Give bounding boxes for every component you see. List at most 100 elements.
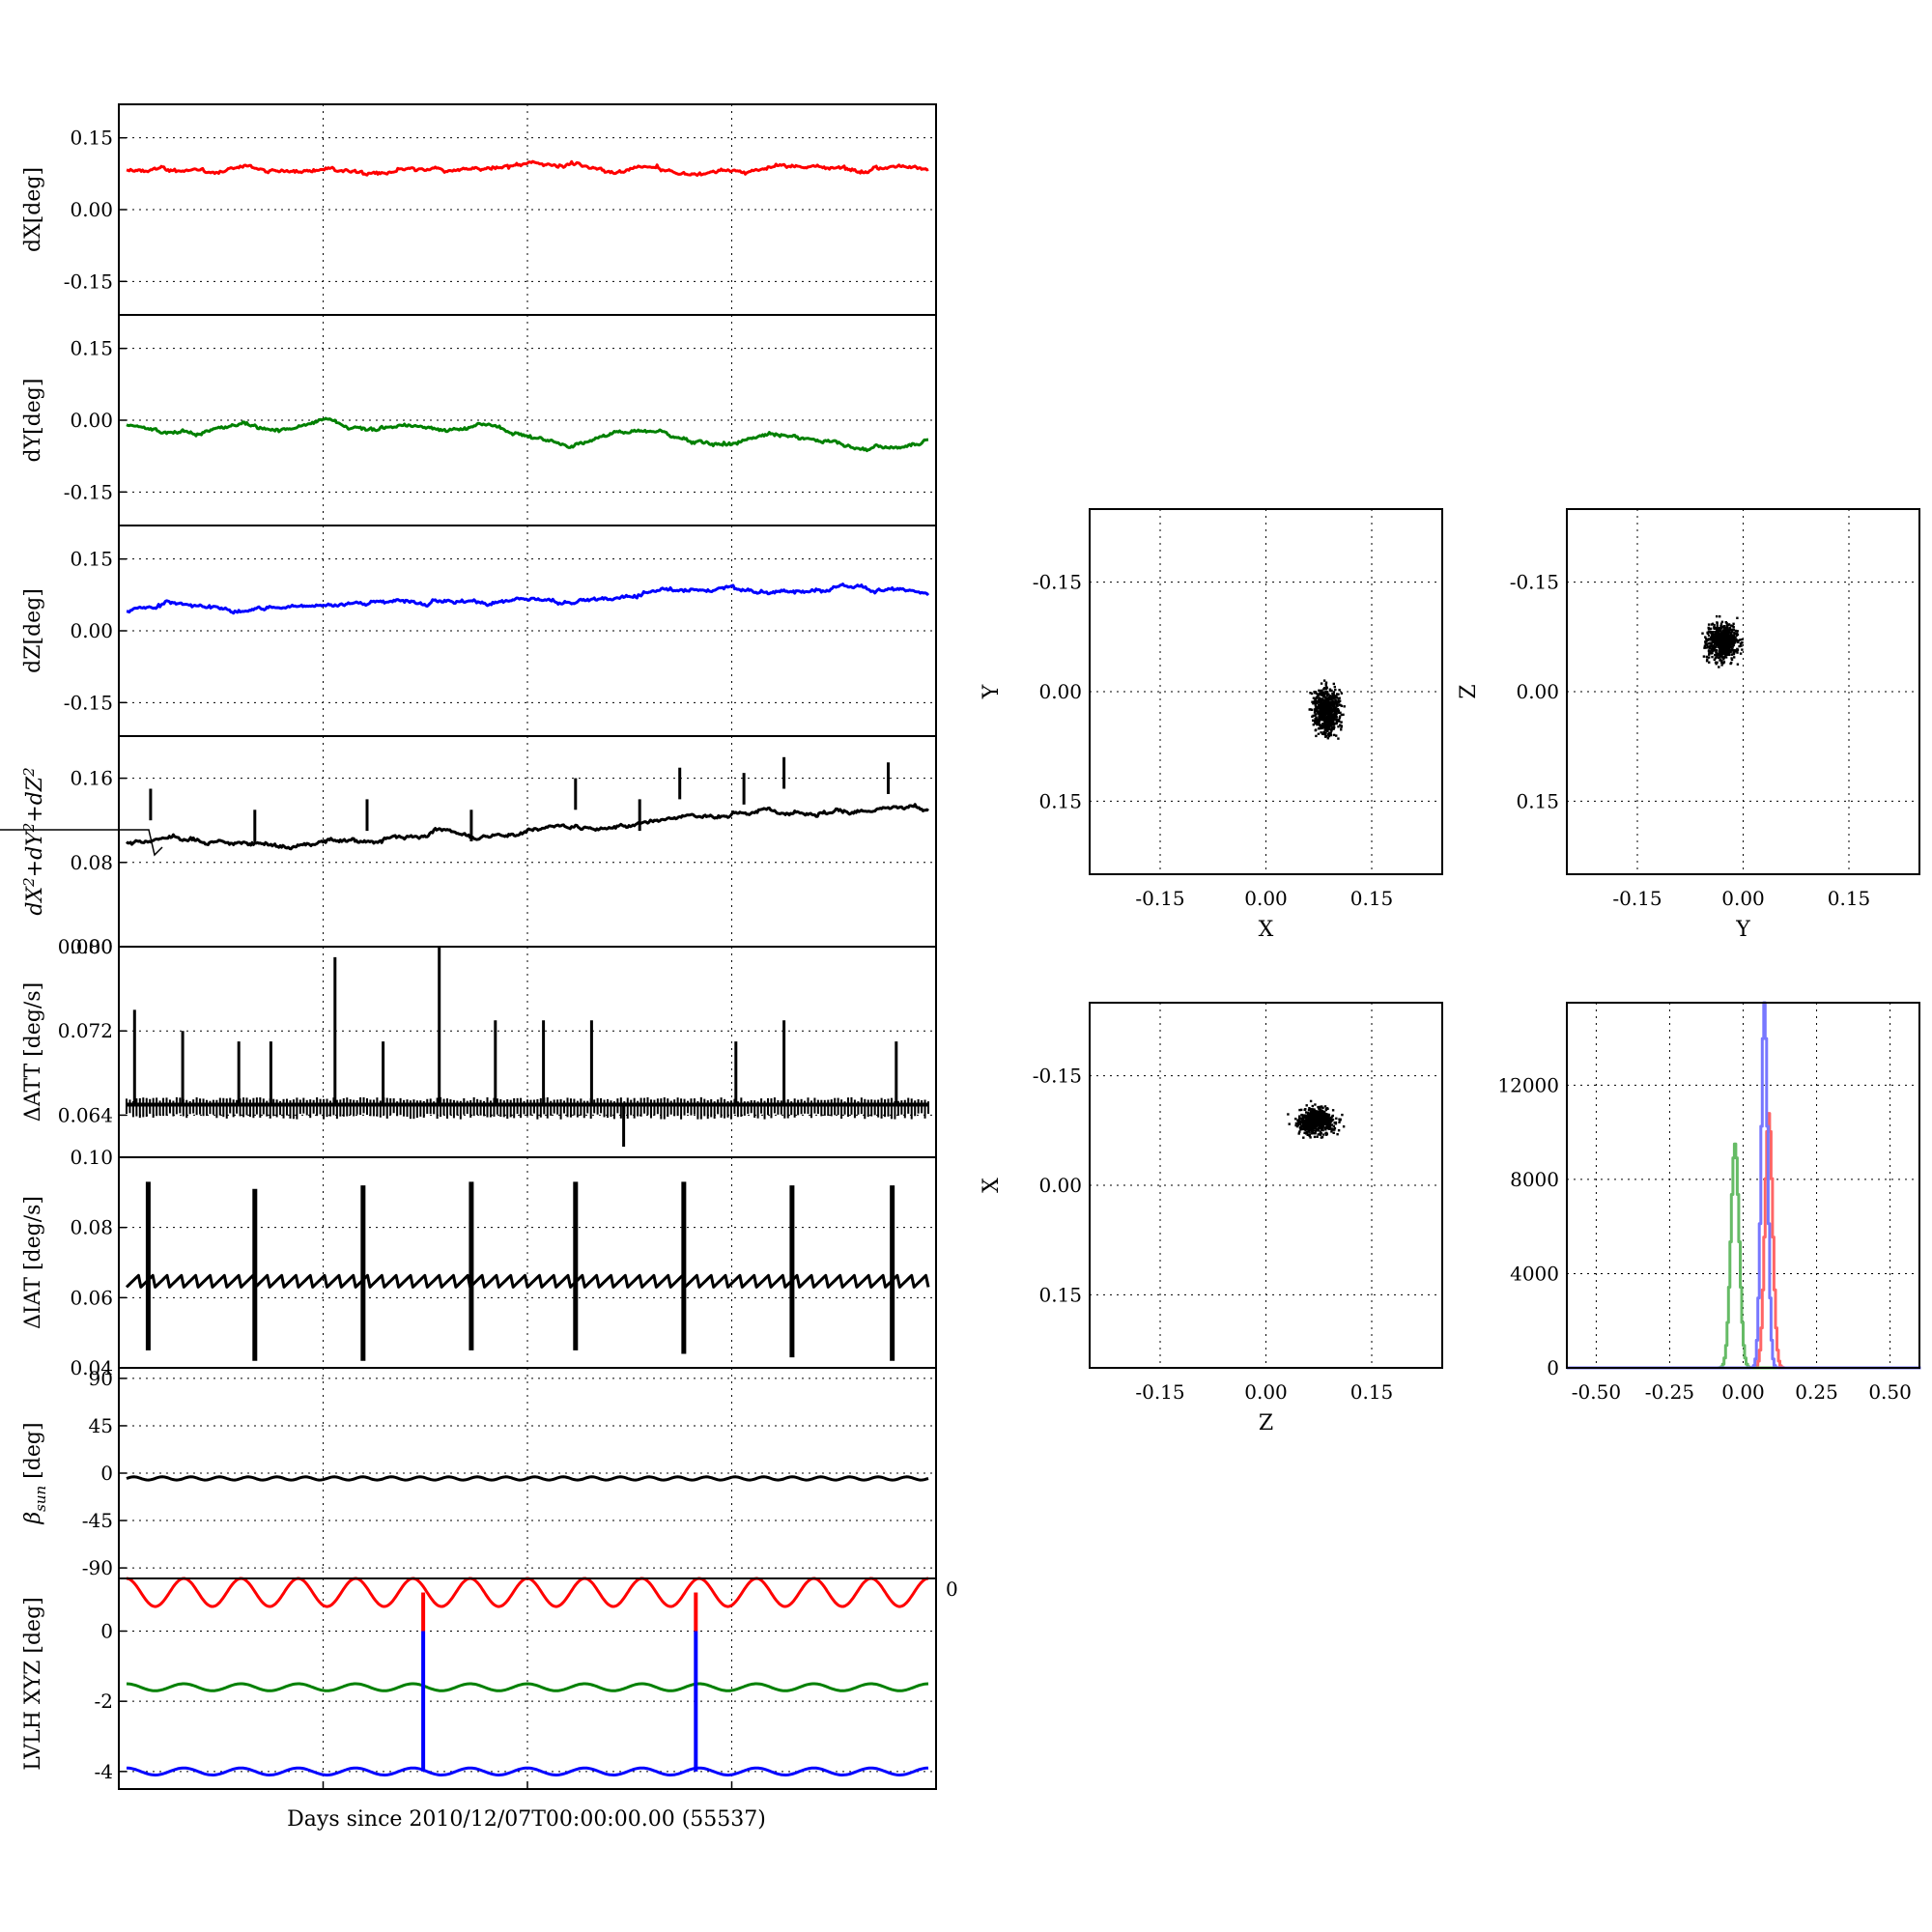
scatter-point [1304, 1117, 1308, 1120]
sqrt-symbol [0, 829, 163, 857]
scatter-point [1338, 696, 1341, 699]
scatter-point [1718, 627, 1721, 630]
y-tick-label: 0.15 [1038, 789, 1082, 812]
scatter-point [1311, 1104, 1314, 1108]
scatter-point [1318, 1108, 1321, 1111]
scatter-point [1308, 1114, 1311, 1117]
scatter-point [1735, 634, 1738, 637]
y-axis-label: dX2+dY2+dZ2 [20, 767, 47, 915]
scatter-point [1308, 1134, 1311, 1138]
scatter-point [1709, 632, 1713, 635]
panel-beta: 90 45 0 -45 -90 βsun [deg] [21, 1367, 937, 1579]
scatter-point [1720, 646, 1723, 650]
scatter-point [1307, 1111, 1310, 1115]
scatter-point [1333, 709, 1337, 712]
y-tick-label: -0.15 [64, 691, 113, 714]
axes-frame [118, 1156, 937, 1369]
scatter-point [1723, 630, 1726, 634]
scatter-point [1322, 715, 1325, 718]
scatter-point [1324, 691, 1327, 694]
scatter-point [1338, 715, 1342, 718]
scatter-point [1725, 649, 1729, 652]
scatter-point [1724, 656, 1728, 659]
scatter-point [1321, 707, 1323, 710]
scatter-point [1320, 691, 1323, 694]
scatter-point [1323, 726, 1326, 729]
scatter-point [1317, 1114, 1320, 1118]
y-tick-label: 0.00 [70, 619, 113, 642]
scatter-point [1333, 703, 1336, 707]
panel-lvlh: 0 -2 -4 0 LVLH XYZ [deg] [21, 1577, 958, 1790]
scatter-point [1318, 713, 1321, 717]
scatter-point [1299, 1128, 1302, 1131]
scatter-point [1703, 644, 1707, 647]
scatter-point [1314, 722, 1317, 725]
series-line [126, 1682, 929, 1692]
scatter-point [1324, 717, 1327, 720]
scatter-point [1724, 641, 1727, 645]
scatter-point [1326, 693, 1329, 696]
x-axis-label: Y [1735, 918, 1750, 942]
scatter-point [1725, 628, 1728, 632]
scatter-point [1330, 1118, 1333, 1121]
series-line [126, 416, 929, 453]
y-tick-label: -2 [95, 1690, 113, 1713]
scatter-point [1317, 1118, 1321, 1122]
scatter-point [1322, 692, 1326, 696]
scatter-point [1320, 1132, 1322, 1135]
scatter-point [1325, 1113, 1328, 1117]
scatter-point [1716, 627, 1719, 630]
scatter-point [1328, 1118, 1331, 1121]
scatter-point [1313, 1119, 1317, 1122]
scatter-point [1321, 689, 1323, 692]
scatter-point [1310, 1126, 1313, 1129]
scatter-point [1320, 682, 1323, 685]
scatter-point [1708, 651, 1711, 654]
scatter-point [1733, 641, 1736, 644]
scatter-point [1321, 1114, 1323, 1117]
panel-histogram: -0.50 -0.25 0.00 0.25 0.50 12000 8000 4000 0 [1497, 1001, 1921, 1404]
scatter-point [1710, 652, 1713, 655]
scatter-point [1305, 1111, 1308, 1114]
scatter-point [1735, 632, 1739, 635]
scatter-point [1714, 648, 1717, 652]
scatter-point [1312, 1120, 1315, 1123]
scatter-point [1308, 708, 1311, 711]
scatter-point [1335, 716, 1338, 719]
scatter-point [1317, 1112, 1321, 1116]
scatter-point [1337, 719, 1341, 722]
scatter-point [1296, 1119, 1299, 1122]
scatter-point [1312, 1111, 1316, 1114]
y-tick-label: 0.00 [1038, 680, 1082, 703]
scatter-point [1329, 1121, 1332, 1123]
scatter-point [1710, 623, 1714, 626]
scatter-point [1702, 655, 1706, 658]
scatter-point [1732, 628, 1735, 631]
scatter-point [1330, 1130, 1333, 1133]
scatter-point [1309, 1099, 1313, 1103]
y-tick-label: 0.08 [70, 851, 113, 874]
scatter-point [1707, 628, 1711, 631]
scatter-point [1721, 656, 1724, 659]
scatter-point [1733, 656, 1736, 659]
scatter-point [1308, 1107, 1311, 1110]
scatter-point [1716, 622, 1719, 625]
scatter-point [1320, 724, 1323, 727]
y-tick-label: 0.064 [58, 1103, 113, 1126]
scatter-point [1288, 1122, 1291, 1125]
y-tick-label: 45 [89, 1414, 113, 1437]
scatter-point [1722, 647, 1726, 651]
scatter-point [1720, 637, 1724, 640]
panel-dx: 0.15 0.00 -0.15 dX[deg] [21, 103, 937, 316]
scatter-point [1302, 1136, 1305, 1139]
scatter-point [1715, 633, 1718, 636]
scatter-point [1300, 1124, 1303, 1127]
scatter-point [1723, 626, 1727, 629]
scatter-point [1723, 645, 1727, 648]
scatter-point [1310, 1108, 1313, 1111]
scatter-point [1307, 1116, 1310, 1119]
scatter-point [1323, 712, 1326, 715]
axes-frame [1566, 508, 1920, 875]
scatter-point [1722, 634, 1726, 637]
scatter-point [1334, 698, 1337, 701]
